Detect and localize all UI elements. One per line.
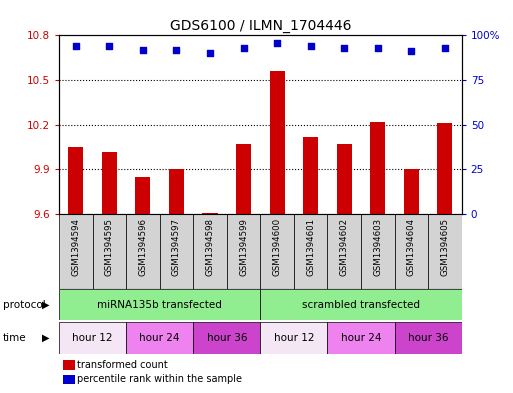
Bar xyxy=(394,322,462,354)
Text: time: time xyxy=(3,333,26,343)
Text: GSM1394595: GSM1394595 xyxy=(105,218,114,276)
Bar xyxy=(126,214,160,289)
Bar xyxy=(102,152,117,214)
Text: miRNA135b transfected: miRNA135b transfected xyxy=(97,299,222,310)
Bar xyxy=(193,322,260,354)
Text: GSM1394599: GSM1394599 xyxy=(239,218,248,276)
Text: hour 36: hour 36 xyxy=(408,333,448,343)
Bar xyxy=(203,213,218,214)
Bar xyxy=(260,214,294,289)
Bar xyxy=(92,214,126,289)
Text: protocol: protocol xyxy=(3,299,45,310)
Text: GSM1394602: GSM1394602 xyxy=(340,218,349,276)
Bar xyxy=(303,137,318,214)
Bar xyxy=(59,214,92,289)
Bar xyxy=(428,214,462,289)
Point xyxy=(441,45,449,51)
Bar xyxy=(438,123,452,214)
Bar xyxy=(260,289,462,320)
Bar xyxy=(361,214,394,289)
Bar xyxy=(236,144,251,214)
Text: ▶: ▶ xyxy=(42,333,50,343)
Bar xyxy=(294,214,327,289)
Text: GSM1394598: GSM1394598 xyxy=(206,218,214,276)
Bar xyxy=(59,322,126,354)
Point xyxy=(139,46,147,53)
Title: GDS6100 / ILMN_1704446: GDS6100 / ILMN_1704446 xyxy=(170,19,351,33)
Text: hour 24: hour 24 xyxy=(140,333,180,343)
Bar xyxy=(68,147,83,214)
Point xyxy=(307,43,315,49)
Point xyxy=(407,48,416,55)
Bar xyxy=(227,214,260,289)
Point xyxy=(172,46,181,53)
Point xyxy=(273,39,281,46)
Text: GSM1394604: GSM1394604 xyxy=(407,218,416,276)
Text: GSM1394600: GSM1394600 xyxy=(272,218,282,276)
Text: percentile rank within the sample: percentile rank within the sample xyxy=(77,375,242,384)
Text: ▶: ▶ xyxy=(42,299,50,310)
Point xyxy=(206,50,214,56)
Bar xyxy=(63,375,75,384)
Text: hour 24: hour 24 xyxy=(341,333,381,343)
Point xyxy=(72,43,80,49)
Bar xyxy=(126,322,193,354)
Bar xyxy=(327,322,394,354)
Bar xyxy=(193,214,227,289)
Bar xyxy=(394,214,428,289)
Bar xyxy=(59,289,260,320)
Text: GSM1394605: GSM1394605 xyxy=(441,218,449,276)
Bar xyxy=(260,322,327,354)
Bar xyxy=(370,122,385,214)
Bar xyxy=(63,360,75,370)
Text: GSM1394597: GSM1394597 xyxy=(172,218,181,276)
Bar xyxy=(404,169,419,214)
Bar xyxy=(327,214,361,289)
Bar xyxy=(135,177,150,214)
Text: GSM1394596: GSM1394596 xyxy=(139,218,147,276)
Bar xyxy=(269,71,285,214)
Point xyxy=(373,45,382,51)
Text: transformed count: transformed count xyxy=(77,360,168,370)
Bar xyxy=(169,169,184,214)
Point xyxy=(105,43,113,49)
Text: GSM1394601: GSM1394601 xyxy=(306,218,315,276)
Text: GSM1394603: GSM1394603 xyxy=(373,218,382,276)
Point xyxy=(340,45,348,51)
Text: hour 12: hour 12 xyxy=(273,333,314,343)
Bar xyxy=(160,214,193,289)
Point xyxy=(240,45,248,51)
Text: GSM1394594: GSM1394594 xyxy=(71,218,80,276)
Text: hour 36: hour 36 xyxy=(207,333,247,343)
Text: scrambled transfected: scrambled transfected xyxy=(302,299,420,310)
Bar xyxy=(337,144,352,214)
Text: hour 12: hour 12 xyxy=(72,333,113,343)
